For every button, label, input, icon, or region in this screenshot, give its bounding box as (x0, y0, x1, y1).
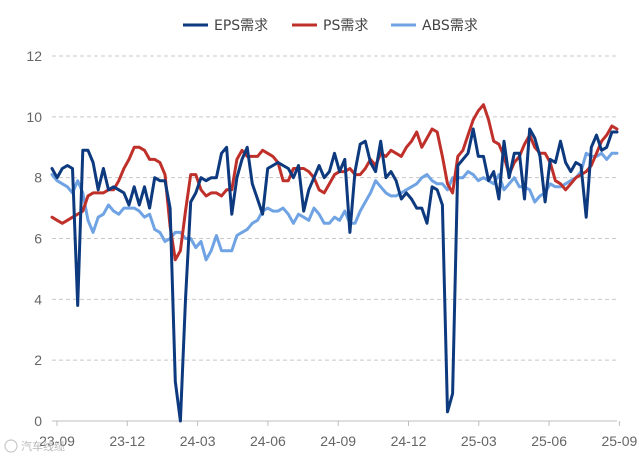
y-tick-label: 0 (34, 413, 42, 429)
x-tick-label: 24-12 (391, 433, 427, 449)
legend-label: ABS需求 (422, 18, 478, 34)
y-tick-label: 10 (26, 109, 42, 125)
x-tick-label: 24-09 (320, 433, 356, 449)
legend: EPS需求 PS需求 ABS需求 (183, 18, 478, 34)
y-tick-label: 2 (34, 352, 42, 368)
x-tick-label: 23-12 (109, 433, 145, 449)
watermark-logo-icon (4, 439, 18, 453)
y-tick-label: 8 (34, 170, 42, 186)
watermark-text: 汽车线缆 (21, 439, 65, 453)
y-tick-label: 12 (26, 48, 42, 64)
x-tick-label: 25-06 (531, 433, 567, 449)
x-tick-label: 24-03 (180, 433, 216, 449)
y-tick-label: 4 (34, 291, 42, 307)
series-line-2 (50, 151, 619, 262)
x-tick-label: 25-03 (461, 433, 497, 449)
y-tick-label: 6 (34, 231, 42, 247)
x-tick-label: 23-09 (39, 433, 75, 449)
legend-label: PS需求 (323, 18, 368, 34)
x-axis-ticks: 23-09 23-12 24-03 24-06 24-09 24-12 25-03 25-06… (39, 421, 638, 449)
watermark: 汽车线缆 (4, 439, 65, 453)
y-axis-ticks: 0 2 4 6 8 10 12 (26, 48, 42, 429)
series-line-0 (50, 127, 619, 423)
series-line-1 (50, 103, 619, 262)
x-tick-label: 24-06 (250, 433, 286, 449)
grid-lines (52, 55, 617, 422)
series-lines (50, 103, 619, 423)
x-tick-label: 25-09 (601, 433, 637, 449)
legend-label: EPS需求 (214, 18, 268, 34)
